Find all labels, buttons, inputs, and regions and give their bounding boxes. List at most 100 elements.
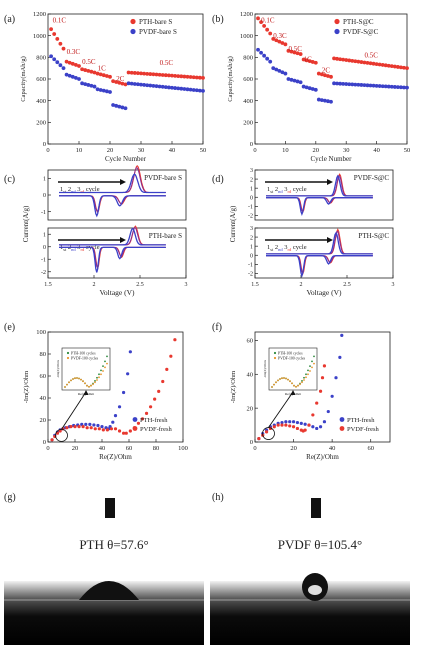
data-point (304, 58, 309, 63)
panel-label: (c) (4, 174, 15, 185)
cycle-label-part: st (63, 189, 67, 194)
photo-g: (g) PTH θ=57.6° (4, 492, 204, 645)
data-point (113, 414, 118, 418)
data-point (86, 83, 91, 87)
data-point (96, 423, 100, 428)
x-tick-label: 3 (185, 282, 188, 288)
data-point (136, 71, 140, 76)
inset-data-point (74, 377, 76, 380)
inset-data-point (66, 383, 68, 386)
inset-legend-marker (66, 351, 70, 355)
data-point (173, 73, 178, 78)
inset-x-label: Re(Z)/Ohm (285, 392, 302, 396)
x-tick-label: 0 (253, 147, 256, 154)
inset-frame (268, 347, 318, 391)
y-tick-label: 20 (40, 417, 47, 424)
x-tick-label: 0 (46, 147, 49, 154)
rate-label: 0.5C (288, 45, 302, 53)
data-point (95, 71, 100, 76)
y-tick-label: 0 (250, 439, 253, 446)
y-tick-label: 1 (43, 177, 46, 183)
legend: PTH-fresh PVDF-fresh (132, 417, 173, 433)
data-point (126, 81, 131, 86)
x-tick-label: 30 (138, 147, 145, 154)
data-point (402, 65, 406, 70)
data-point (65, 426, 69, 430)
data-point (395, 65, 400, 69)
cv-reduction-curve (59, 195, 166, 214)
rate-label: 0.5C (364, 51, 378, 59)
inset-data-point (305, 373, 307, 376)
data-point (114, 80, 119, 84)
x-tick-label: 1.5 (44, 282, 52, 288)
data-point (142, 83, 147, 87)
data-point (179, 74, 184, 79)
data-point (97, 427, 101, 431)
data-point (101, 88, 106, 93)
data-point (136, 421, 141, 425)
panel-label: (b) (212, 14, 224, 25)
inset-data-point (104, 360, 106, 363)
cycle-label-part: 2 (68, 186, 71, 193)
data-point (256, 47, 260, 52)
data-point (167, 73, 171, 78)
data-point (85, 426, 89, 430)
inset-data-point (275, 381, 277, 384)
legend-entry: PVDF-bare S (139, 28, 177, 36)
data-point (389, 84, 394, 89)
x-tick-label: 100 (178, 445, 188, 452)
data-point (179, 86, 184, 91)
y-tick-label: 800 (243, 55, 253, 62)
inset-frame (61, 347, 111, 391)
x-axis-label: Cycle Number (105, 155, 147, 163)
panel-label: (e) (4, 322, 15, 333)
data-point (70, 74, 75, 79)
y-tick-label: 20 (247, 405, 254, 412)
data-point (157, 84, 162, 89)
droplet-highlight (308, 585, 322, 595)
water-droplet (79, 581, 139, 600)
rate-label: 2C (116, 75, 125, 83)
inset-data-point (291, 382, 293, 385)
data-point (392, 64, 397, 69)
data-point (319, 72, 324, 77)
data-point (303, 428, 307, 432)
data-point (313, 60, 318, 65)
legend: PTH-fresh PVDF-fresh (339, 417, 380, 433)
data-point (148, 83, 153, 88)
data-point (322, 364, 327, 368)
data-point (298, 80, 303, 85)
data-point (380, 84, 385, 89)
cv-oxidation-curve (266, 231, 373, 255)
cycle-arrow-head (327, 237, 333, 243)
data-point (55, 37, 60, 41)
data-point (318, 389, 323, 393)
rate-label: 1C (304, 56, 313, 64)
data-point (368, 83, 373, 88)
y-tick-label: 1 (43, 232, 46, 238)
data-point (201, 89, 205, 93)
data-point (80, 67, 84, 72)
data-point (123, 106, 128, 111)
data-point (289, 77, 294, 82)
data-point (298, 52, 303, 56)
inset-data-point (309, 365, 311, 367)
plot-frame (254, 169, 394, 221)
zoom-arrow (61, 391, 87, 430)
y-tick-label: 1 (250, 186, 253, 192)
inset-legend-marker (273, 356, 277, 360)
x-tick-label: 20 (107, 147, 114, 154)
data-point (163, 85, 168, 90)
legend-marker (334, 28, 340, 35)
x-tick-label: 40 (169, 147, 176, 154)
series-pvdf-s-c (256, 47, 409, 104)
data-point (301, 57, 306, 62)
data-point (188, 75, 193, 79)
data-point (136, 82, 140, 87)
data-point (165, 367, 169, 371)
inset-data-point (94, 380, 96, 382)
data-point (122, 431, 126, 435)
cv-reduction-curve (59, 195, 166, 218)
inset-data-point (88, 385, 90, 388)
